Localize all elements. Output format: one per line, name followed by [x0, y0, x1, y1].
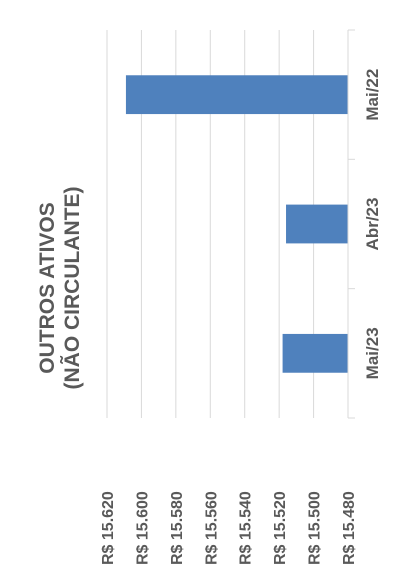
bar	[282, 333, 348, 373]
value-tick-label: R$ 15.620	[100, 491, 117, 565]
category-labels: Mai/23 Abr/23 Mai/22	[363, 69, 382, 380]
value-axis: R$ 15.620 R$ 15.600 R$ 15.580 R$ 15.560 R$ 1…	[100, 491, 358, 565]
category-label: Mai/23	[363, 327, 382, 379]
category-label: Abr/23	[363, 198, 382, 251]
value-tick-label: R$ 15.540	[238, 491, 255, 565]
value-tick-label: R$ 15.580	[169, 491, 186, 565]
value-tick-label: R$ 15.480	[341, 491, 358, 565]
bar	[125, 75, 348, 115]
value-tick-label: R$ 15.520	[272, 491, 289, 565]
category-label: Mai/22	[363, 69, 382, 121]
bar	[286, 204, 348, 244]
chart-title-line-2: (NÃO CIRCULANTE)	[61, 187, 84, 390]
chart-title: OUTROS ATIVOS (NÃO CIRCULANTE)	[36, 187, 84, 390]
category-axis	[347, 29, 355, 419]
value-tick-label: R$ 15.560	[203, 491, 220, 565]
bars	[125, 75, 348, 373]
value-tick-label: R$ 15.600	[134, 491, 151, 565]
chart-title-line-1: OUTROS ATIVOS	[36, 202, 59, 374]
value-tick-label: R$ 15.500	[307, 491, 324, 565]
